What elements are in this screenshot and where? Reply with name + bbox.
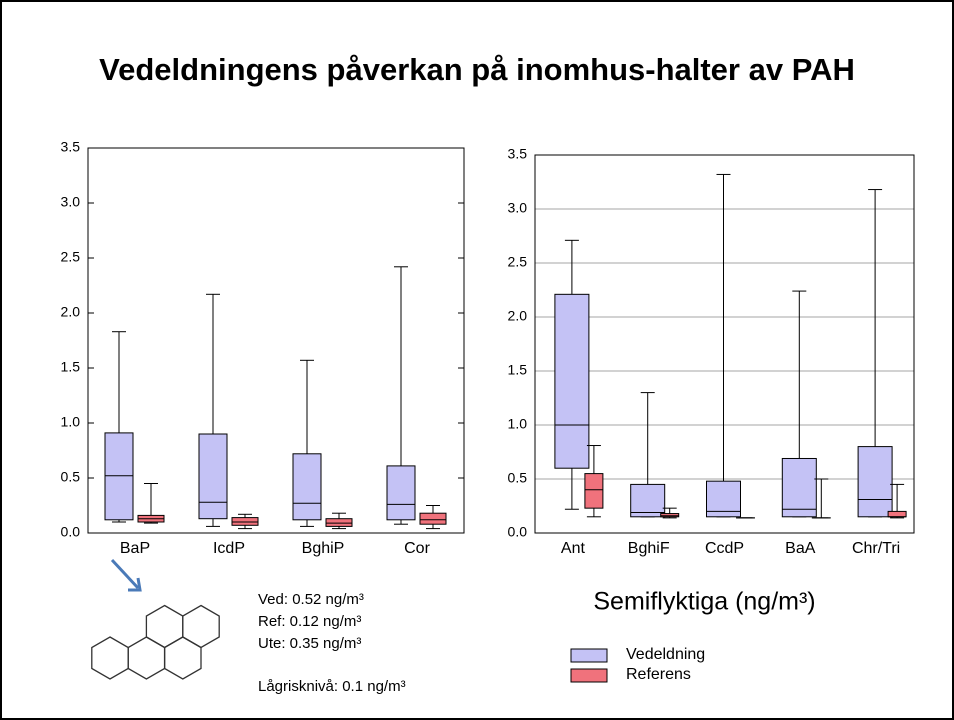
box <box>554 293 590 469</box>
x-axis-label: Semiflyktiga (ng/m³) <box>593 588 815 616</box>
box <box>292 453 322 521</box>
slide-title: Vedeldningens påverkan på inomhus-halter… <box>99 52 855 87</box>
y-tick-label: 3.0 <box>508 200 528 216</box>
y-tick-label: 1.0 <box>61 414 81 430</box>
y-tick-label: 0.0 <box>61 524 81 540</box>
note: Ref: 0.12 ng/m³ <box>258 613 361 630</box>
y-tick-label: 2.0 <box>508 308 528 324</box>
y-tick-label: 0.0 <box>508 524 528 540</box>
box <box>857 446 893 518</box>
arrow <box>110 558 140 590</box>
legend-label: Referens <box>626 666 691 683</box>
box <box>706 480 741 518</box>
legend-swatch <box>570 648 608 663</box>
box <box>660 513 680 518</box>
box <box>104 432 134 521</box>
plot-frame <box>534 154 915 534</box>
x-tick-label: IcdP <box>213 540 245 557</box>
y-tick-label: 1.0 <box>508 416 528 432</box>
x-tick-label: BaP <box>120 540 150 557</box>
y-tick-label: 3.5 <box>508 146 528 162</box>
box <box>584 473 604 509</box>
y-tick-label: 2.0 <box>61 304 81 320</box>
x-tick-label: Ant <box>561 540 586 557</box>
y-tick-label: 0.5 <box>61 469 81 485</box>
x-tick-label: BaA <box>785 540 816 557</box>
box <box>386 465 416 521</box>
y-tick-label: 2.5 <box>508 254 528 270</box>
box <box>887 510 907 518</box>
x-tick-label: BghiP <box>302 540 345 557</box>
box <box>781 457 817 518</box>
y-tick-label: 3.5 <box>61 139 81 155</box>
molecule <box>91 604 220 680</box>
box <box>419 512 447 525</box>
x-tick-label: Cor <box>404 540 430 557</box>
note: Ved: 0.52 ng/m³ <box>258 591 364 608</box>
y-tick-label: 2.5 <box>61 249 81 265</box>
x-tick-label: BghiF <box>628 540 670 557</box>
y-tick-label: 1.5 <box>508 362 528 378</box>
note: Ute: 0.35 ng/m³ <box>258 635 361 652</box>
note: Lågrisknivå: 0.1 ng/m³ <box>258 678 406 695</box>
box <box>231 517 259 526</box>
plot-frame <box>87 147 465 534</box>
legend-label: Vedeldning <box>626 646 705 663</box>
y-tick-label: 1.5 <box>61 359 81 375</box>
x-tick-label: Chr/Tri <box>852 540 900 557</box>
legend-swatch <box>570 668 608 683</box>
box <box>630 483 666 518</box>
x-tick-label: CcdP <box>705 540 744 557</box>
y-tick-label: 0.5 <box>508 470 528 486</box>
arrow-head <box>128 577 142 592</box>
y-tick-label: 3.0 <box>61 194 81 210</box>
box <box>325 518 353 527</box>
box <box>198 433 228 520</box>
